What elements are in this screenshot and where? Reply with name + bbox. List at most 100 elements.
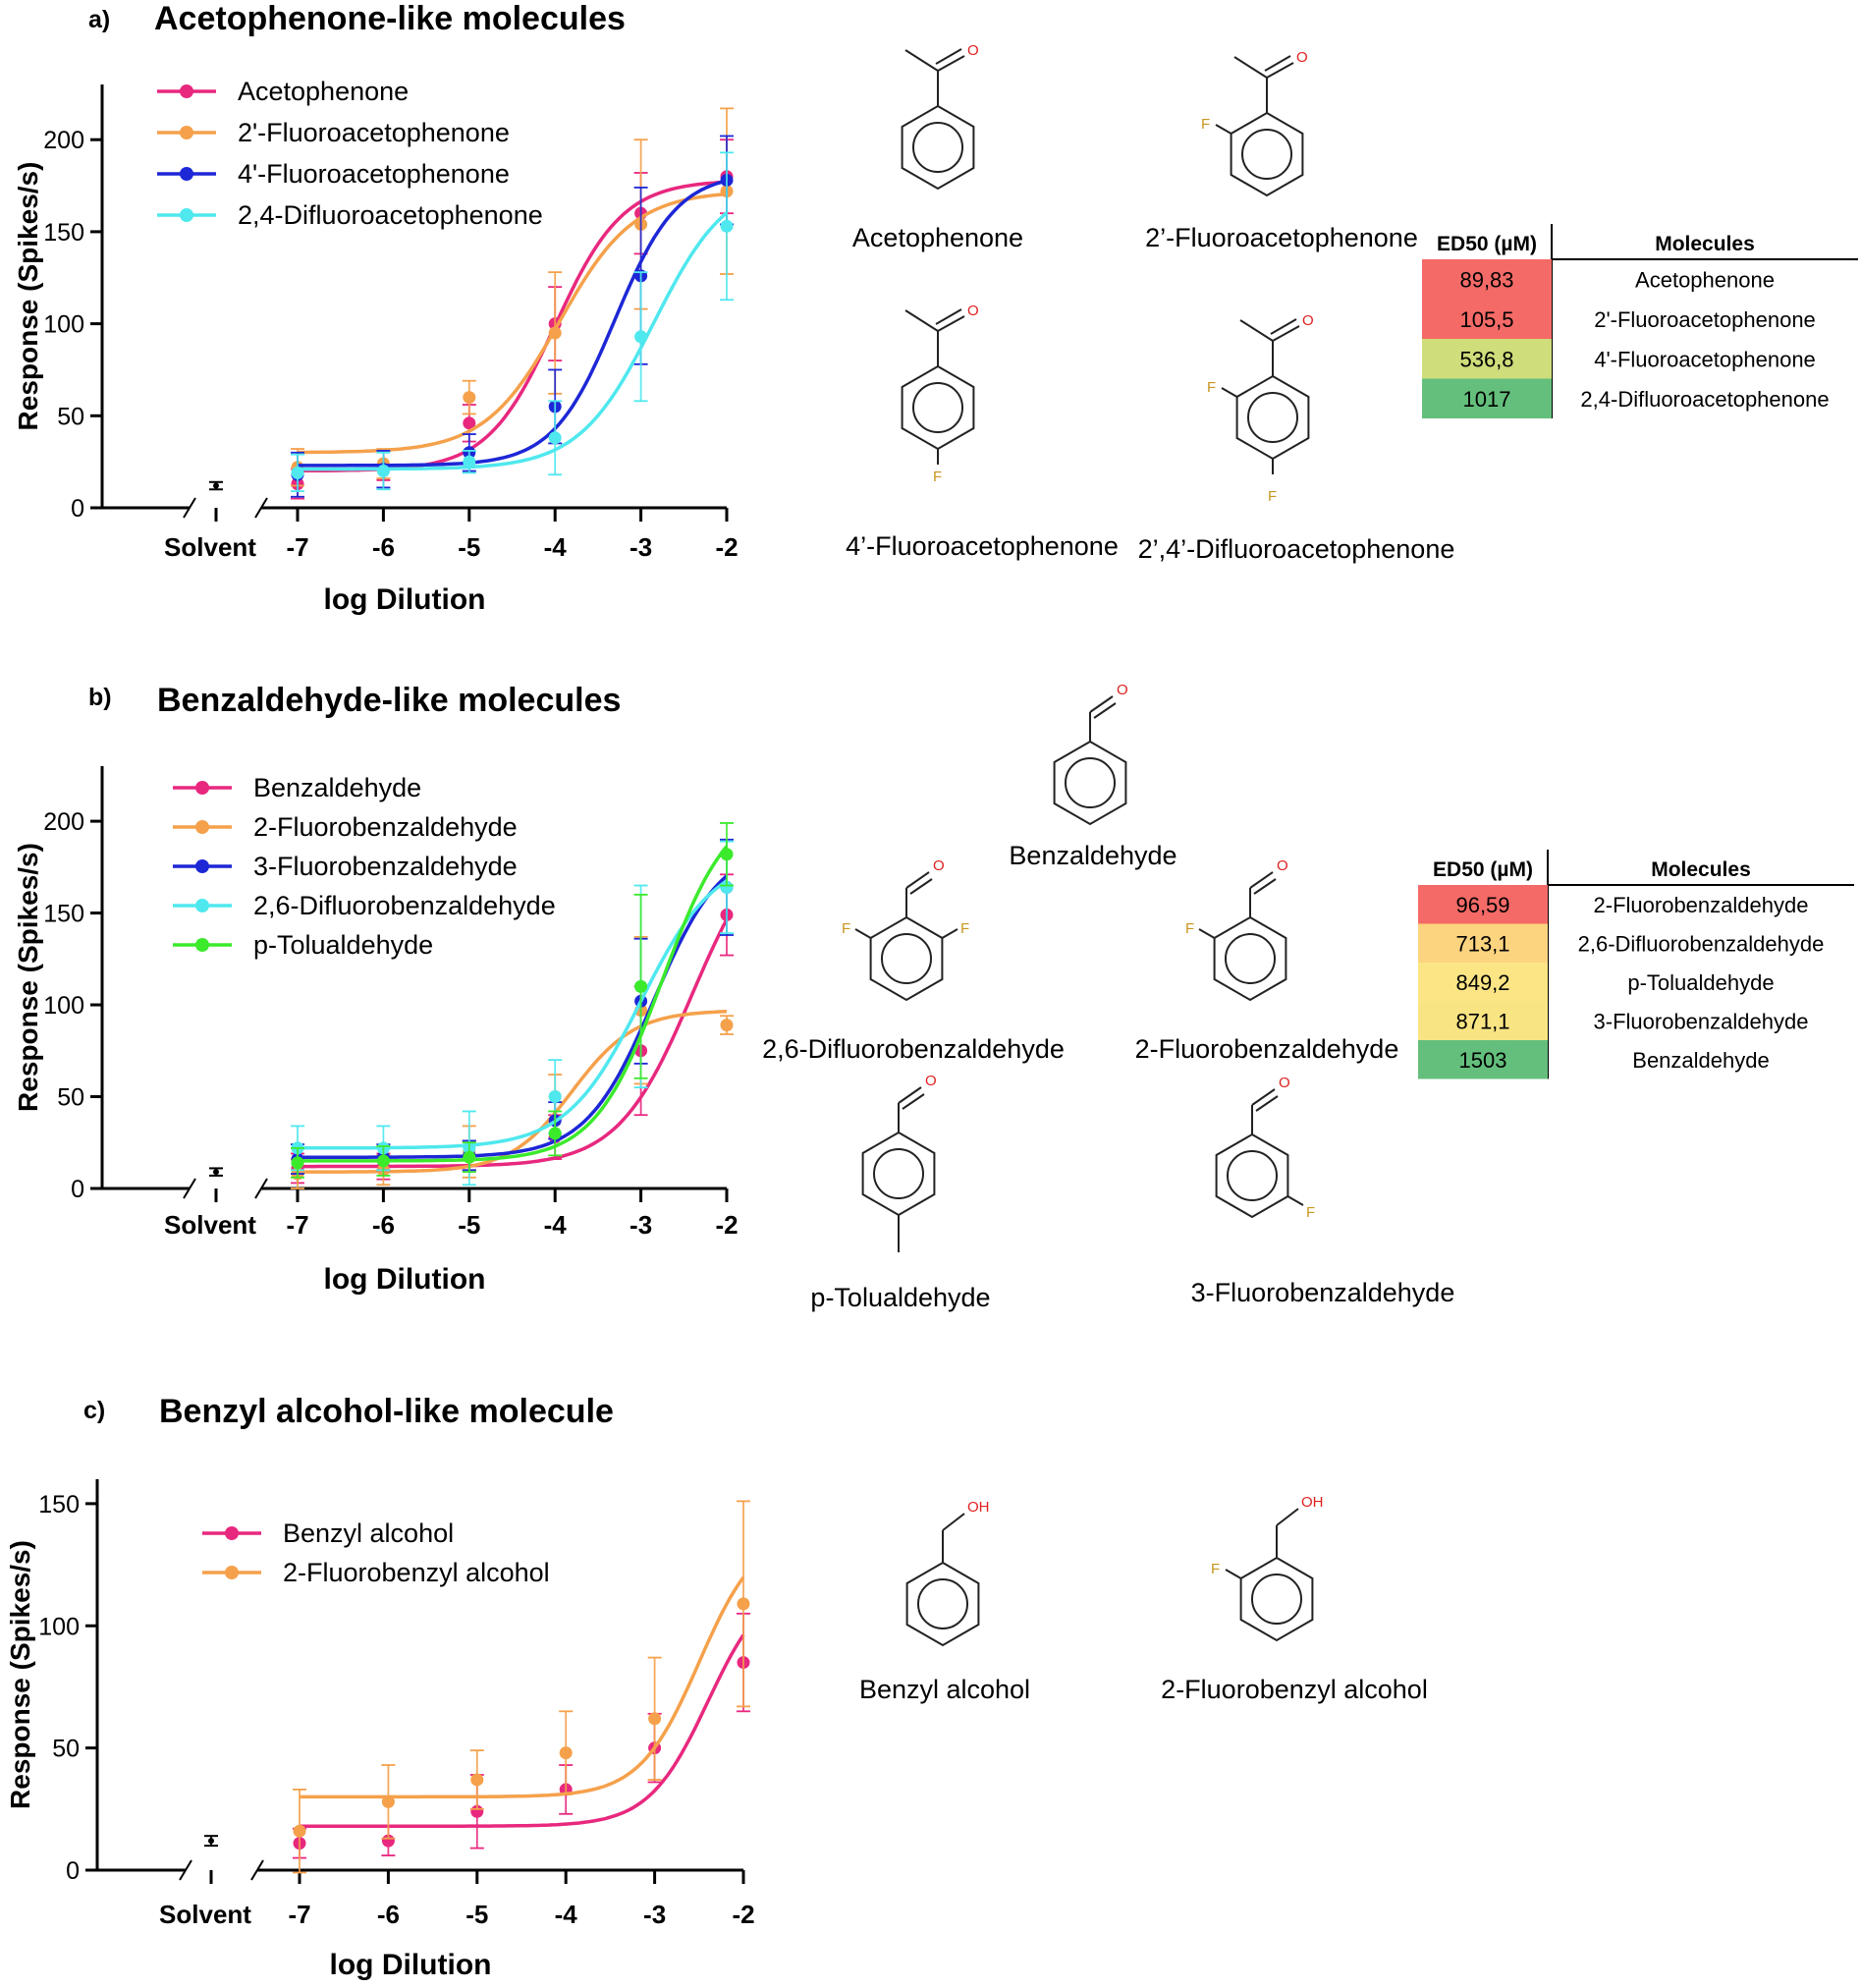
y-axis-title: Response (Spikes/s) xyxy=(13,162,43,431)
x-tick-label: -3 xyxy=(629,1210,652,1240)
structure-label: Benzaldehyde xyxy=(1009,841,1177,870)
legend-marker xyxy=(180,126,193,139)
table-cell-bg xyxy=(1418,923,1548,963)
table-cell-molecule: 4'-Fluoroacetophenone xyxy=(1594,347,1816,371)
data-point xyxy=(463,416,476,430)
structure-label: 2’-Fluoroacetophenone xyxy=(1145,223,1418,252)
atom-f: F xyxy=(1268,488,1277,505)
x-tick-label: -5 xyxy=(458,1210,480,1240)
x-tick-label: -6 xyxy=(372,532,395,562)
structure-2-fluoroacetophenone: O F xyxy=(1201,49,1308,196)
table-cell-molecule: 3-Fluorobenzaldehyde xyxy=(1594,1009,1809,1033)
data-point xyxy=(720,219,734,233)
atom-f: F xyxy=(1185,920,1194,937)
data-point xyxy=(648,1712,662,1726)
table-cell-ed50: 105,5 xyxy=(1459,307,1513,332)
legend-label: 2,6-Difluorobenzaldehyde xyxy=(253,891,556,920)
y-tick-label: 100 xyxy=(38,1613,80,1640)
data-point xyxy=(548,1127,562,1140)
y-tick-label: 200 xyxy=(43,808,84,836)
axis-break xyxy=(254,1178,268,1199)
table-cell-bg xyxy=(1418,1001,1548,1040)
table-cell-ed50: 871,1 xyxy=(1455,1009,1509,1033)
table-cell-molecule: 2-Fluorobenzaldehyde xyxy=(1594,893,1809,917)
atom-f: F xyxy=(1306,1204,1315,1221)
table-cell-bg xyxy=(1422,378,1552,418)
y-tick-label: 0 xyxy=(66,1857,80,1885)
x-tick-label: -2 xyxy=(715,532,738,562)
structure-2-fluorobenzyl-alcohol: OH F xyxy=(1211,1494,1324,1641)
data-point xyxy=(720,848,734,861)
atom-f: F xyxy=(1211,1561,1220,1577)
y-tick-label: 100 xyxy=(43,311,84,339)
x-tick-label: -3 xyxy=(629,532,652,562)
x-tick-label: -6 xyxy=(377,1900,400,1929)
structure-acetophenone: O xyxy=(901,42,979,190)
x-tick-label: -4 xyxy=(544,532,568,562)
y-tick-label: 100 xyxy=(43,992,84,1020)
data-point xyxy=(376,465,390,478)
data-point xyxy=(293,1824,306,1838)
chart-c: 0 50 100 150 Solvent -7 -6 -5 -4 -3 -2 log Dilution… xyxy=(5,1479,755,1981)
table-header-molecules: Molecules xyxy=(1655,233,1755,255)
atom-f: F xyxy=(1207,379,1216,396)
table-cell-ed50: 713,1 xyxy=(1455,931,1509,956)
axis-break xyxy=(250,1859,264,1881)
y-tick-label: 50 xyxy=(52,1736,80,1763)
y-tick-label: 50 xyxy=(57,403,84,430)
legend-marker xyxy=(225,1566,239,1579)
atom-f: F xyxy=(933,469,942,485)
atom-o: O xyxy=(1296,49,1308,66)
legend-label: 2'-Fluoroacetophenone xyxy=(238,118,510,147)
legend-label: 3-Fluorobenzaldehyde xyxy=(253,852,518,881)
atom-f: F xyxy=(1201,116,1210,133)
legend-label: p-Tolualdehyde xyxy=(253,930,433,960)
ed50-table-a: ED50 (µM) Molecules 89,83 Acetophenone 105,5… xyxy=(1422,224,1858,418)
axis-break xyxy=(183,1178,196,1199)
legend-marker xyxy=(195,781,209,795)
structure-benzaldehyde: O xyxy=(1053,682,1128,825)
atom-oh: OH xyxy=(967,1499,990,1516)
fit-curve xyxy=(298,918,729,1169)
structure-label: 2’,4’-Difluoroacetophenone xyxy=(1138,534,1455,564)
y-tick-label: 50 xyxy=(57,1084,84,1112)
legend-label: 4'-Fluoroacetophenone xyxy=(238,159,510,189)
panel-b-title: Benzaldehyde-like molecules xyxy=(157,682,621,719)
legend-marker xyxy=(180,167,193,181)
table-cell-bg xyxy=(1418,1040,1548,1079)
structure-2-6-difluorobenzaldehyde: O F F xyxy=(842,857,969,1001)
x-tick-label-solvent: Solvent xyxy=(164,532,256,562)
legend-marker xyxy=(195,859,209,873)
x-tick-label: -6 xyxy=(372,1210,395,1240)
atom-f: F xyxy=(960,920,969,937)
data-point xyxy=(376,1154,390,1168)
solvent-point xyxy=(213,1169,219,1176)
atom-o: O xyxy=(967,42,979,59)
panel-c-title: Benzyl alcohol-like molecule xyxy=(159,1393,614,1430)
data-point xyxy=(548,431,562,445)
data-point xyxy=(737,1597,750,1611)
y-tick-label: 150 xyxy=(43,219,84,247)
structure-p-tolualdehyde: O xyxy=(861,1073,937,1252)
table-header-ed50: ED50 (µM) xyxy=(1433,858,1533,881)
atom-o: O xyxy=(967,303,979,319)
structure-4-fluoroacetophenone: O F xyxy=(901,303,979,485)
axis-break xyxy=(254,497,268,519)
data-point xyxy=(634,330,648,344)
solvent-point xyxy=(213,482,219,489)
solvent-point xyxy=(208,1838,214,1845)
atom-o: O xyxy=(1117,682,1128,698)
atom-o: O xyxy=(925,1073,937,1089)
ed50-table-b: ED50 (µM) Molecules 96,59 2-Fluorobenzaldeh… xyxy=(1418,850,1854,1079)
atom-o: O xyxy=(933,857,945,874)
table-cell-bg xyxy=(1418,963,1548,1002)
legend-label: Acetophenone xyxy=(238,77,409,106)
legend-marker xyxy=(180,208,193,222)
table-cell-molecule: Benzaldehyde xyxy=(1632,1048,1769,1073)
axis-break xyxy=(179,1859,192,1881)
table-cell-ed50: 1017 xyxy=(1463,387,1511,412)
fit-curve xyxy=(300,1633,745,1828)
table-cell-molecule: 2,4-Difluoroacetophenone xyxy=(1580,387,1829,412)
table-cell-bg xyxy=(1422,339,1552,379)
